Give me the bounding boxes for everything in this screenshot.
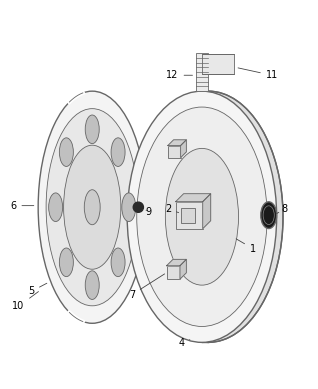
Circle shape (133, 202, 143, 212)
Ellipse shape (85, 271, 99, 300)
Ellipse shape (137, 107, 267, 326)
Ellipse shape (127, 91, 277, 342)
Text: 11: 11 (238, 68, 278, 80)
Ellipse shape (49, 193, 63, 221)
Ellipse shape (46, 109, 138, 306)
Bar (176, 202, 203, 229)
Ellipse shape (85, 115, 99, 144)
Ellipse shape (111, 248, 125, 277)
Text: 1: 1 (236, 239, 256, 254)
Ellipse shape (122, 193, 136, 221)
Ellipse shape (111, 138, 125, 166)
Text: 12: 12 (166, 70, 192, 80)
Bar (168, 145, 181, 158)
Bar (181, 208, 195, 223)
Bar (196, 53, 208, 91)
Text: 2: 2 (165, 204, 179, 214)
Text: 10: 10 (12, 292, 38, 312)
Polygon shape (167, 259, 186, 266)
Ellipse shape (59, 248, 73, 277)
Ellipse shape (84, 190, 100, 225)
Polygon shape (203, 194, 211, 229)
Ellipse shape (165, 148, 238, 285)
Text: 4: 4 (178, 338, 190, 348)
Text: 8: 8 (277, 204, 288, 214)
Polygon shape (168, 140, 186, 145)
Ellipse shape (38, 91, 146, 323)
Polygon shape (181, 140, 186, 158)
Polygon shape (176, 194, 211, 202)
Ellipse shape (134, 91, 283, 342)
Polygon shape (180, 259, 186, 279)
Ellipse shape (64, 145, 121, 269)
Text: 7: 7 (129, 274, 165, 300)
Text: 6: 6 (10, 201, 34, 210)
Bar (202, 54, 234, 74)
Ellipse shape (59, 138, 73, 166)
Bar (167, 266, 180, 279)
Ellipse shape (261, 202, 277, 228)
Text: 5: 5 (28, 283, 47, 296)
Text: 9: 9 (146, 207, 152, 217)
